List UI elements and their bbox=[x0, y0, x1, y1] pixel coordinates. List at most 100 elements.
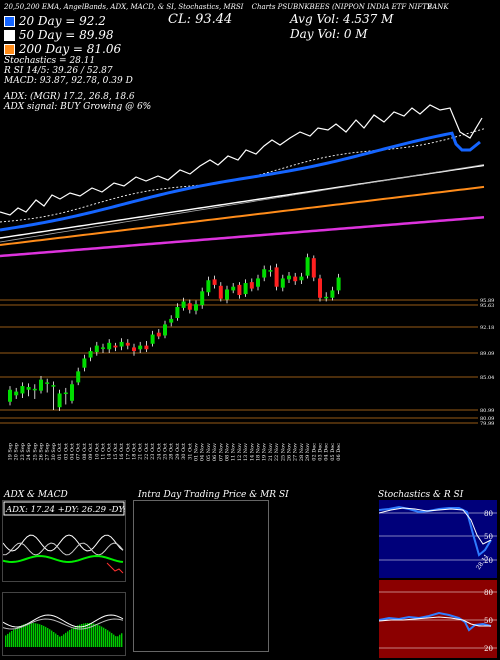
macd-histogram-bar bbox=[97, 624, 99, 647]
candle bbox=[262, 265, 267, 282]
candle-body bbox=[318, 278, 322, 298]
macd-histogram-bar bbox=[93, 623, 95, 647]
date-label: 18 Nov bbox=[256, 443, 262, 461]
macd-histogram-bar bbox=[9, 632, 11, 647]
macd-histogram-bar bbox=[15, 628, 17, 647]
candle-body bbox=[305, 257, 310, 276]
candle bbox=[20, 382, 25, 399]
candle bbox=[51, 381, 56, 410]
ema50-swatch bbox=[4, 30, 15, 41]
date-label: 14 Nov bbox=[249, 443, 255, 461]
macd-histogram-bar bbox=[21, 625, 23, 647]
candle-body bbox=[249, 282, 254, 289]
candle bbox=[194, 300, 198, 315]
macd-histogram-bar bbox=[91, 623, 93, 647]
macd-line bbox=[3, 614, 124, 628]
date-label: 27 Nov bbox=[293, 443, 299, 461]
candle bbox=[45, 378, 50, 393]
macd-histogram-bar bbox=[31, 623, 33, 647]
candle-body bbox=[280, 278, 285, 288]
ema20-text: 20 Day = 92.2 bbox=[18, 14, 106, 28]
rsi-tick-80: 80 bbox=[484, 589, 493, 597]
macd-histogram-bar bbox=[37, 623, 39, 647]
macd-histogram bbox=[5, 623, 123, 647]
ema200-line bbox=[0, 185, 485, 246]
candle-body bbox=[144, 345, 149, 350]
intra-panel-title: Intra Day Trading Price & MR SI bbox=[138, 490, 289, 500]
candle-body bbox=[256, 278, 260, 287]
rsi-tick-50: 50 bbox=[484, 617, 493, 625]
rsi-value: R SI 14/5: 39.26 / 52.87 bbox=[4, 66, 113, 76]
candle-body bbox=[336, 277, 341, 291]
macd-histogram-bar bbox=[19, 626, 21, 647]
candle-body bbox=[287, 275, 291, 280]
date-label: 11 Oct bbox=[101, 443, 107, 460]
candle bbox=[231, 283, 236, 294]
ema20-swatch bbox=[4, 16, 15, 27]
macd-histogram-bar bbox=[83, 623, 85, 647]
date-label: 29 Oct bbox=[175, 443, 181, 460]
plus-dy-line bbox=[3, 542, 124, 556]
date-label: 19 Sep bbox=[8, 443, 14, 461]
date-label: 22 Oct bbox=[144, 443, 150, 460]
macd-histogram-bar bbox=[73, 627, 75, 647]
adx-panel: ADX: 17.24 +DY: 26.29 -DY: 18.56 bbox=[2, 500, 126, 582]
adx-readout-box bbox=[3, 501, 125, 516]
stoch-tick-50: 50 bbox=[484, 533, 493, 541]
macd-histogram-bar bbox=[25, 623, 27, 647]
macd-histogram-bar bbox=[101, 626, 103, 647]
adx-value: ADX: (MGR) 17.2, 26.8, 18.6 bbox=[4, 92, 135, 102]
date-label: 09 Oct bbox=[88, 443, 94, 460]
macd-histogram-bar bbox=[75, 626, 77, 647]
macd-histogram-bar bbox=[17, 627, 19, 647]
date-label: 23 Oct bbox=[150, 443, 156, 460]
macd-histogram-bar bbox=[43, 625, 45, 647]
candle-body bbox=[125, 342, 130, 346]
date-label: 06 Nov bbox=[212, 443, 218, 461]
date-label: 08 Nov bbox=[225, 443, 231, 461]
date-label: 30 Oct bbox=[181, 443, 187, 460]
candle bbox=[169, 315, 174, 327]
candle-body bbox=[237, 284, 242, 295]
date-axis: 19 Sep 20 Sep 23 Sep 24 Sep 25 Sep 26 Sep 27 S… bbox=[8, 443, 343, 461]
date-label: 24 Sep bbox=[26, 443, 32, 461]
macd-signal-line bbox=[3, 618, 124, 630]
candle-body bbox=[82, 358, 87, 368]
candle-body bbox=[107, 342, 112, 350]
date-label: 26 Sep bbox=[39, 443, 45, 461]
price-level-label: 95.63 bbox=[480, 303, 494, 309]
price-level-label: 79.99 bbox=[480, 421, 494, 427]
candle-body bbox=[206, 280, 211, 293]
macd-histogram-bar bbox=[111, 633, 113, 647]
candle bbox=[113, 342, 118, 352]
date-label: 08 Oct bbox=[82, 443, 88, 460]
candle bbox=[181, 297, 186, 311]
macd-histogram-bar bbox=[5, 635, 7, 647]
avg-volume: Avg Vol: 4.537 M bbox=[290, 12, 394, 26]
date-label: 04 Dec bbox=[324, 443, 330, 461]
candle bbox=[39, 375, 43, 394]
candle-body bbox=[39, 379, 43, 391]
candle-body bbox=[194, 304, 198, 311]
ema20-line bbox=[0, 131, 481, 232]
candle-body bbox=[218, 285, 223, 299]
ema200-swatch bbox=[4, 44, 15, 55]
date-label: 02 Dec bbox=[311, 443, 317, 461]
date-label: 12 Nov bbox=[237, 443, 243, 461]
macd-histogram-bar bbox=[11, 630, 13, 647]
candle-body bbox=[169, 318, 174, 323]
candle-body bbox=[175, 306, 180, 318]
candle bbox=[268, 265, 273, 277]
candle-body bbox=[70, 384, 74, 401]
macd-histogram-bar bbox=[119, 634, 121, 647]
macd-histogram-bar bbox=[57, 635, 59, 647]
candle bbox=[14, 387, 19, 399]
candle bbox=[311, 255, 316, 282]
candle-body bbox=[324, 296, 329, 299]
macd-histogram-bar bbox=[107, 630, 109, 647]
macd-histogram-bar bbox=[87, 623, 89, 647]
date-label: 14 Oct bbox=[107, 443, 113, 460]
macd-histogram-bar bbox=[67, 631, 69, 647]
